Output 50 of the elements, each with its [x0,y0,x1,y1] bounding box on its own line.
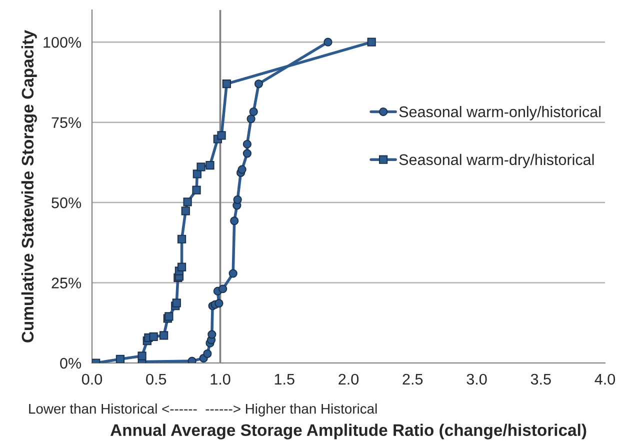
x-tick-label: 3.0 [466,374,487,385]
point [172,298,181,308]
point [217,131,226,140]
point [181,206,190,216]
y-tick-label: 50% [52,197,82,208]
y-tick-label: 75% [52,117,82,128]
point [242,140,252,148]
x-tick-label: 0.5 [146,374,166,385]
point [222,80,231,88]
point [246,114,256,124]
point [196,162,206,172]
point [192,170,202,178]
point [208,330,216,339]
point [214,299,224,308]
point [238,165,246,174]
x-tick-label: 0.0 [82,374,102,385]
legend-label: Seasonal warm-dry/historical [399,154,594,168]
x-tick-label: 3.5 [530,374,551,385]
x-tick-label: 4.0 [594,374,616,385]
point [138,352,146,360]
x-tick-label: 1.5 [274,374,294,385]
point [206,161,214,170]
x-tick-label: 1.0 [210,374,230,385]
point [228,269,238,278]
point [242,149,252,158]
x-tick-label: 2.5 [402,374,423,385]
point [254,80,264,88]
point [160,331,168,340]
point [367,38,376,46]
x-tick-label: 2.0 [338,374,359,385]
y-tick-label: 100% [44,36,82,48]
y-tick-label: 0% [60,358,82,369]
y-tick-label: 25% [52,278,82,288]
point [177,262,186,272]
x-axis-title: Annual Average Storage Amplitude Ratio (change/historical) [110,424,586,440]
point [183,198,192,206]
point [116,354,125,363]
y-axis-title: Cumulative Statewide Storage Capacity [21,30,37,342]
point [233,195,242,204]
point [149,332,158,341]
point [230,216,239,226]
point [188,356,196,363]
point [203,349,212,358]
text: Lower than Historical <------ ------> Higher than Historical [29,404,377,416]
point [249,107,258,116]
point [192,186,201,194]
legend-label: Seasonal warm-only/historical [399,106,600,120]
point [218,284,228,294]
point [177,234,186,244]
point [324,38,332,46]
